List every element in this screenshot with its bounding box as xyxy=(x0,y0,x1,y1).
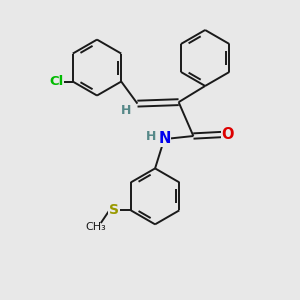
Text: H: H xyxy=(121,104,131,118)
Text: Cl: Cl xyxy=(50,75,64,88)
Text: N: N xyxy=(158,131,171,146)
Text: S: S xyxy=(109,203,119,218)
Text: H: H xyxy=(146,130,157,142)
Text: O: O xyxy=(222,127,234,142)
Text: CH₃: CH₃ xyxy=(85,222,106,232)
